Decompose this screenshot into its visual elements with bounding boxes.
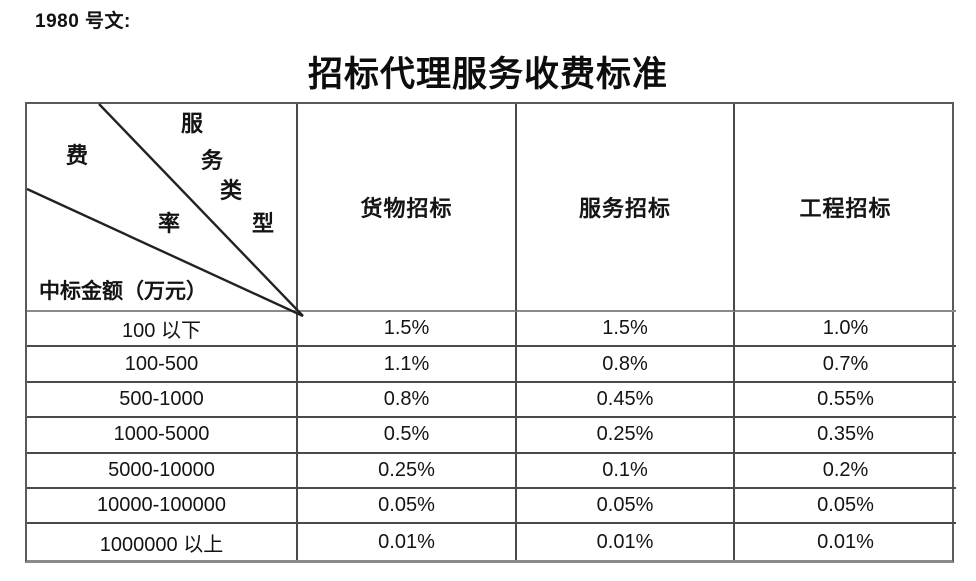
- rate-cell: 1.5%: [298, 312, 517, 348]
- column-header-works: 工程招标: [735, 104, 956, 312]
- amount-range-cell: 10000-100000: [27, 488, 298, 525]
- diagonal-divider-lines: [26, 103, 304, 318]
- fee-table: 费 率 服 务 类 型 中标金额（万元） 货物招标 服务招标 工程招标 100 …: [25, 102, 956, 563]
- rate-cell: 0.8%: [517, 347, 735, 383]
- rate-cell: 1.0%: [735, 312, 956, 348]
- doc-number-label: 1980 号文:: [35, 11, 131, 32]
- rate-cell: 0.5%: [298, 418, 517, 454]
- rate-cell: 0.2%: [735, 454, 956, 489]
- rate-cell: 0.05%: [735, 489, 956, 525]
- corner-char-lv: 率: [157, 211, 181, 236]
- amount-range-cell: 100-500: [27, 347, 298, 383]
- page-title: 招标代理服务收费标准: [307, 55, 668, 94]
- rate-cell: 0.7%: [735, 347, 956, 383]
- amount-range-cell: 5000-10000: [27, 453, 298, 489]
- table-corner-cell: 费 率 服 务 类 型 中标金额（万元）: [26, 103, 304, 318]
- amount-axis-label: 中标金额（万元）: [39, 279, 207, 303]
- amount-diagonal: [26, 187, 304, 318]
- corner-char-lei: 类: [219, 178, 243, 203]
- service-type-diagonal: [98, 103, 304, 317]
- amount-range-cell: 1000000 以上: [27, 524, 298, 560]
- corner-char-wu: 务: [200, 148, 224, 173]
- rate-cell: 0.25%: [517, 418, 735, 454]
- rate-cell: 0.01%: [517, 524, 735, 560]
- rate-cell: 0.25%: [298, 453, 517, 489]
- rate-cell: 0.45%: [517, 382, 735, 419]
- corner-char-fu: 服: [180, 111, 204, 136]
- amount-range-cell: 1000-5000: [27, 418, 298, 454]
- corner-char-xing: 型: [251, 211, 275, 236]
- rate-cell: 0.8%: [298, 382, 517, 419]
- rate-cell: 1.1%: [298, 347, 517, 383]
- rate-cell: 0.35%: [735, 418, 956, 454]
- rate-cell: 0.01%: [817, 530, 874, 553]
- amount-range-cell: 500-1000: [27, 382, 298, 419]
- rate-cell: 0.1%: [517, 453, 735, 489]
- rate-cell: 0.05%: [517, 488, 735, 525]
- rate-cell: 1.5%: [517, 312, 735, 348]
- column-header-goods: 货物招标: [298, 104, 517, 312]
- corner-char-fei: 费: [65, 143, 89, 168]
- column-header-services: 服务招标: [517, 104, 735, 312]
- rate-cell: 0.05%: [298, 488, 517, 525]
- rate-cell: 0.01%: [298, 524, 517, 560]
- amount-range-cell: 100 以下: [27, 312, 298, 348]
- rate-cell: 0.55%: [735, 383, 956, 419]
